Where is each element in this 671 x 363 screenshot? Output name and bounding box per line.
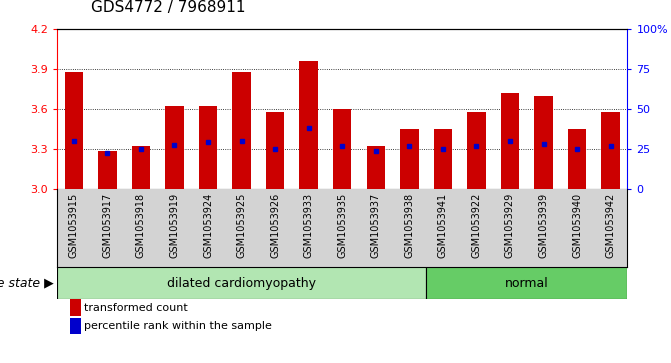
Bar (98, 151, 117, 189)
Text: GSM1053938: GSM1053938 (405, 193, 414, 258)
Text: GSM1053925: GSM1053925 (237, 193, 246, 258)
Text: GSM1053922: GSM1053922 (472, 193, 481, 258)
Bar (501, 93, 519, 189)
Bar (64, 72, 83, 189)
Text: GSM1053935: GSM1053935 (338, 193, 347, 258)
Text: GSM1053919: GSM1053919 (170, 193, 179, 258)
Bar (366, 146, 385, 189)
Bar (568, 129, 586, 189)
Text: GSM1053937: GSM1053937 (371, 193, 380, 258)
Bar (199, 106, 217, 189)
Bar (467, 111, 486, 189)
Text: percentile rank within the sample: percentile rank within the sample (84, 321, 272, 331)
Text: GSM1053917: GSM1053917 (103, 193, 112, 258)
Text: GSM1053918: GSM1053918 (136, 193, 146, 258)
Text: transformed count: transformed count (84, 303, 188, 313)
Bar (534, 95, 553, 189)
Text: GSM1053942: GSM1053942 (606, 193, 615, 258)
Bar (57, 267, 426, 299)
Bar (165, 106, 184, 189)
Bar (333, 109, 352, 189)
Text: GSM1053933: GSM1053933 (304, 193, 313, 258)
Text: GSM1053926: GSM1053926 (270, 193, 280, 258)
Bar (299, 61, 318, 189)
Text: dilated cardiomyopathy: dilated cardiomyopathy (167, 277, 316, 290)
Text: normal: normal (505, 277, 549, 290)
Bar (232, 72, 251, 189)
Bar (433, 129, 452, 189)
Bar (132, 146, 150, 189)
Text: GDS4772 / 7968911: GDS4772 / 7968911 (91, 0, 245, 15)
Bar (426, 267, 627, 299)
Text: GSM1053929: GSM1053929 (505, 193, 515, 258)
Bar (601, 111, 620, 189)
Text: GSM1053915: GSM1053915 (69, 193, 79, 258)
Text: disease state ▶: disease state ▶ (0, 277, 54, 290)
Text: GSM1053924: GSM1053924 (203, 193, 213, 258)
Text: GSM1053939: GSM1053939 (539, 193, 548, 258)
Bar (400, 129, 419, 189)
Bar (266, 111, 285, 189)
Text: GSM1053941: GSM1053941 (438, 193, 448, 258)
Text: GSM1053940: GSM1053940 (572, 193, 582, 258)
